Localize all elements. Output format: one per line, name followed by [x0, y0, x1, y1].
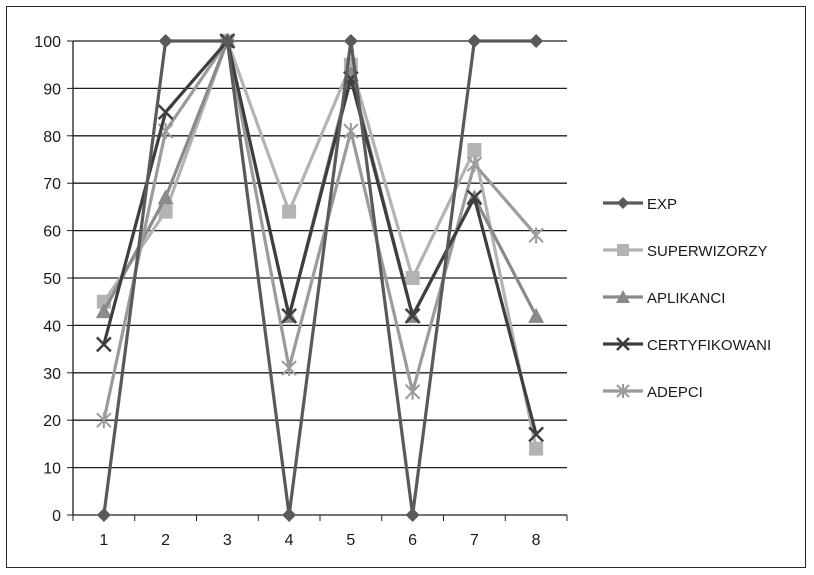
data-point-x: [404, 308, 421, 324]
data-point-triangle: [95, 303, 112, 319]
x-tick-label: 6: [408, 532, 417, 549]
data-point-x: [616, 337, 630, 351]
x-tick-label: 8: [532, 532, 541, 549]
data-point-diamond: [158, 34, 173, 48]
y-tick-label: 40: [43, 318, 61, 335]
data-point-star: [528, 227, 544, 244]
y-tick-label: 30: [43, 366, 61, 383]
data-point-diamond: [529, 34, 544, 48]
data-point-x: [466, 189, 483, 206]
y-tick-label: 90: [43, 81, 61, 98]
legend-label: SUPERWIZORZY: [647, 243, 768, 260]
x-tick-label: 1: [99, 532, 108, 549]
data-point-diamond: [220, 34, 235, 48]
legend-item-adepci: ADEPCI: [603, 384, 703, 401]
data-point-square: [158, 204, 173, 219]
data-point-square: [529, 441, 544, 456]
x-tick-label: 7: [470, 532, 479, 549]
series-line-superwizorzy: [102, 39, 538, 449]
data-point-star: [96, 412, 112, 429]
x-tick-label: 3: [223, 532, 232, 549]
legend-label: ADEPCI: [647, 384, 703, 401]
legend-item-certyfikowani: CERTYFIKOWANI: [603, 337, 771, 354]
data-point-x: [528, 426, 545, 443]
data-point-star: [466, 156, 483, 173]
series-exp: [96, 34, 544, 522]
series-line-exp: [102, 39, 537, 517]
data-point-square: [405, 271, 420, 285]
legend-item-superwizorzy: SUPERWIZORZY: [603, 243, 768, 260]
y-tick-label: 60: [43, 224, 61, 241]
data-point-x: [95, 336, 112, 353]
data-point-triangle: [528, 307, 545, 323]
axis-layer: 0 10 20 30 40 50 60 70 80 90 100 1 2 3 4 5 6 7 8: [34, 34, 568, 549]
y-tick-label: 80: [43, 129, 61, 146]
y-tick-label: 70: [43, 176, 61, 193]
legend-label: EXP: [647, 196, 677, 213]
data-point-diamond: [96, 508, 111, 522]
y-tick-label: 20: [43, 413, 61, 430]
data-point-star: [281, 360, 297, 377]
data-point-triangle: [157, 189, 174, 205]
data-point-diamond: [617, 197, 629, 209]
data-point-square: [467, 143, 482, 158]
legend-item-exp: EXP: [603, 196, 677, 213]
data-point-square: [617, 244, 629, 256]
x-tick-label: 5: [346, 532, 355, 549]
chart-frame: 0 10 20 30 40 50 60 70 80 90 100 1 2 3 4 5 6 7 8 EXP SUPERW…: [6, 6, 806, 568]
data-point-diamond: [282, 508, 297, 522]
y-tick-label: 50: [43, 271, 61, 288]
data-point-star: [616, 384, 630, 398]
x-tick-label: 2: [161, 532, 170, 549]
x-tick-label: 4: [285, 532, 294, 549]
legend: EXP SUPERWIZORZY APLIKANCI CERTYFIKOWANI ADE…: [603, 196, 771, 401]
data-point-x: [281, 308, 298, 324]
data-point-diamond: [467, 34, 482, 48]
data-point-diamond: [405, 508, 420, 522]
series-layer: [95, 33, 545, 522]
y-tick-label: 10: [43, 461, 61, 478]
data-point-triangle: [616, 290, 630, 303]
y-tick-label: 0: [52, 508, 61, 525]
y-tick-label: 100: [34, 34, 61, 51]
data-point-star: [343, 123, 359, 140]
series-line-certyfikowani: [102, 39, 538, 435]
series-line-adepci: [102, 39, 538, 421]
line-chart: 0 10 20 30 40 50 60 70 80 90 100 1 2 3 4 5 6 7 8 EXP SUPERW…: [34, 33, 771, 549]
data-point-x: [157, 104, 174, 120]
legend-label: APLIKANCI: [647, 290, 725, 307]
data-point-square: [282, 204, 297, 219]
series-certyfikowani: [95, 33, 545, 443]
data-point-star: [404, 383, 421, 400]
data-point-diamond: [343, 34, 358, 48]
legend-label: CERTYFIKOWANI: [647, 337, 771, 354]
legend-item-aplikanci: APLIKANCI: [603, 290, 725, 307]
